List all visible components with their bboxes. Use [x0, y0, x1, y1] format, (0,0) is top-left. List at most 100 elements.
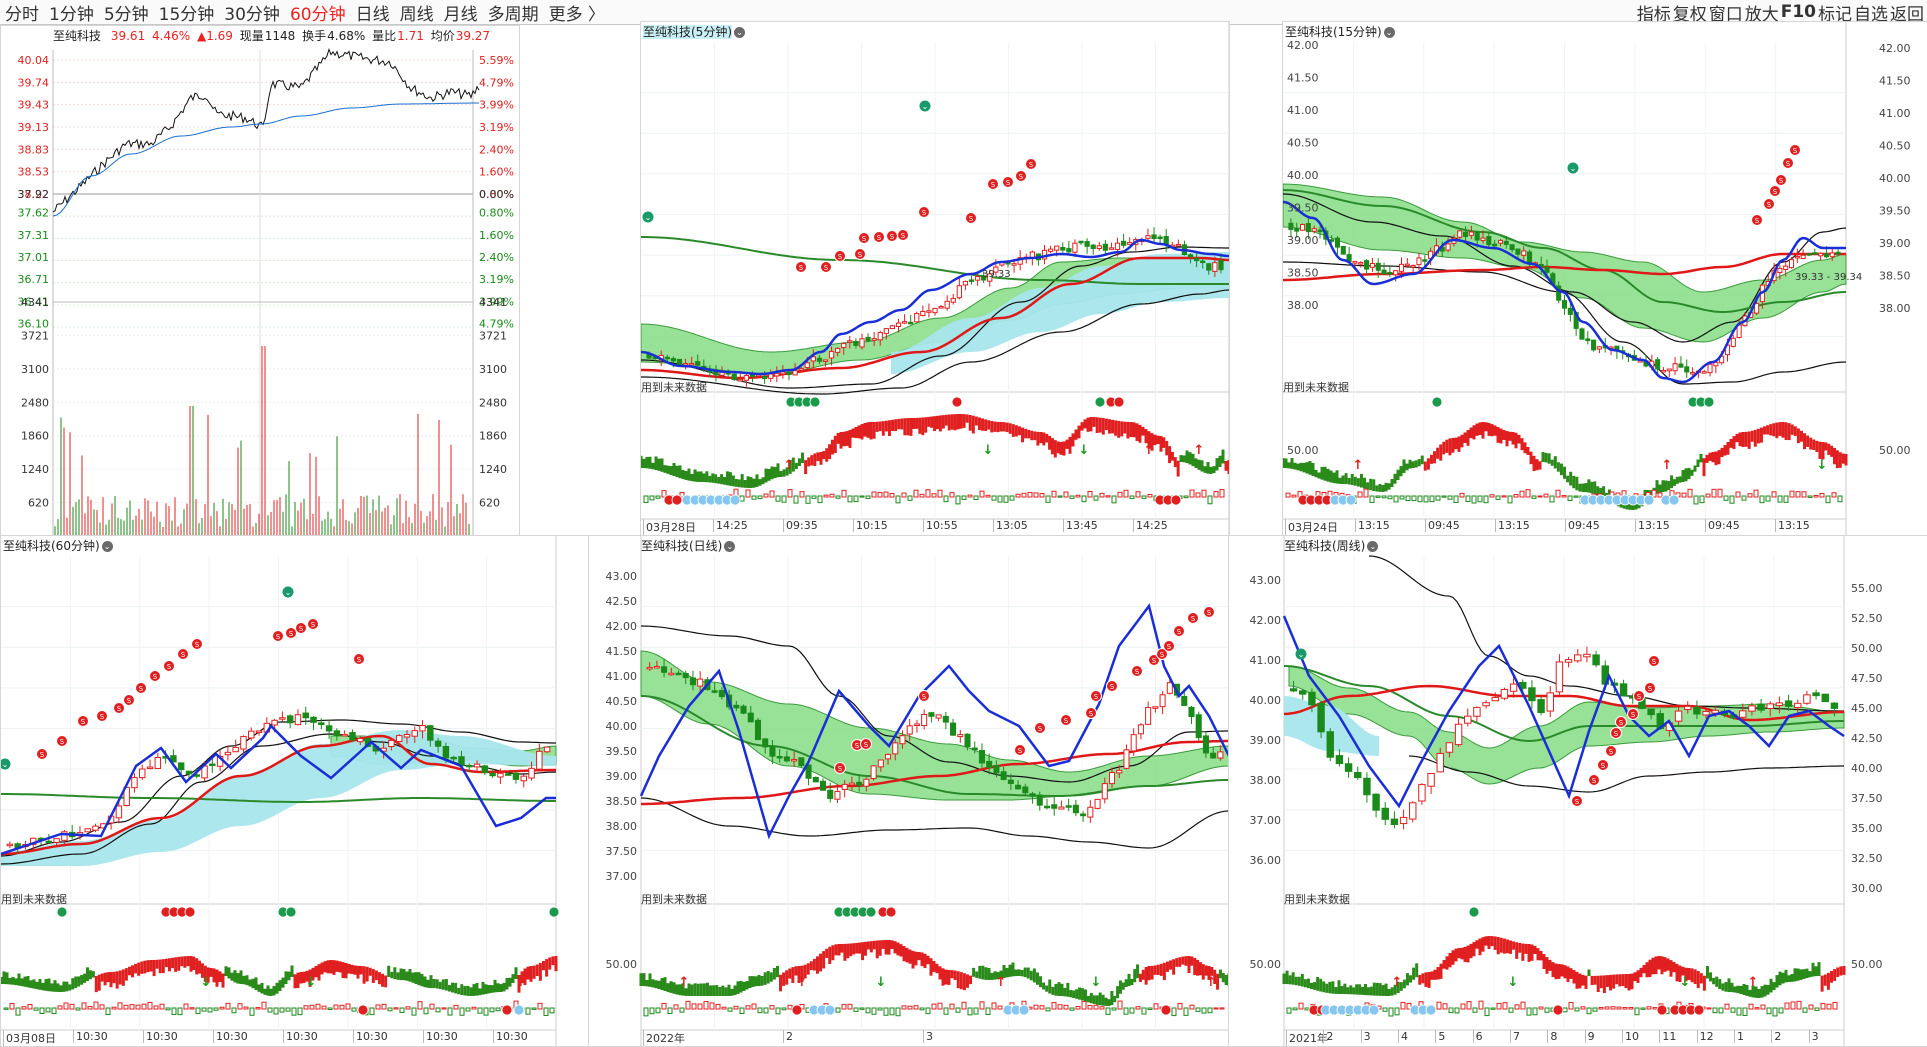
- candle-body: [1491, 696, 1499, 702]
- macd-histogram-bar: [1742, 1007, 1748, 1017]
- timeshare-panel[interactable]: 至纯科技 39.61 4.46% ▲1.69 现量1148 换手4.68% 量比…: [0, 25, 520, 537]
- signal-icon-glyph: S: [1135, 668, 1140, 676]
- signal-icon-glyph: S: [1160, 651, 1165, 659]
- candle-body: [1108, 247, 1115, 250]
- tab-8[interactable]: 月线: [443, 4, 478, 25]
- macd-histogram-bar: [889, 493, 895, 498]
- toolbar-action-5[interactable]: 标记: [1818, 4, 1852, 25]
- candle-body: [1678, 363, 1684, 368]
- macd-histogram-bar: [799, 491, 805, 498]
- toolbar-action-2[interactable]: 窗口: [1708, 4, 1743, 25]
- chevron-down-icon[interactable]: ⌄: [1367, 541, 1379, 552]
- macd-histogram-bar: [871, 491, 877, 498]
- candle-body: [682, 672, 689, 679]
- candle-body: [1393, 270, 1399, 276]
- signal-icon-glyph: S: [1614, 730, 1619, 738]
- macd-histogram-bar: [751, 495, 757, 500]
- macd-tag-icon: [824, 1004, 836, 1016]
- macd-histogram-bar: [1436, 1001, 1442, 1010]
- vol-tick: 1240: [479, 463, 507, 476]
- ma-green: [1, 793, 556, 803]
- tab-7[interactable]: 周线: [399, 4, 434, 25]
- price-tick: 39.00: [606, 770, 638, 783]
- candle-body: [743, 375, 750, 381]
- toolbar-action-3[interactable]: 放大: [1744, 4, 1779, 25]
- ma-red: [1283, 684, 1844, 722]
- macd-histogram-bar: [1141, 495, 1147, 499]
- macd-tag-icon: [1094, 396, 1106, 408]
- teal-signal-icon: [919, 100, 931, 112]
- signal-icon: [1187, 612, 1199, 624]
- macd-histogram-bar: [1039, 493, 1045, 498]
- macd-histogram-bar: [883, 491, 889, 498]
- macd-histogram-bar: [1736, 1007, 1742, 1016]
- candle-body: [1072, 242, 1078, 253]
- down-arrow-icon: ↓: [876, 975, 887, 990]
- macd-histogram-bar: [201, 1007, 207, 1012]
- tab-2[interactable]: 5分钟: [103, 4, 149, 25]
- up-arrow-icon: ↑: [516, 975, 527, 990]
- macd-histogram-bar: [1825, 495, 1831, 504]
- tab-10[interactable]: 更多 〉: [548, 4, 605, 25]
- macd-histogram-bar: [543, 1007, 549, 1016]
- tab-0[interactable]: 分时: [5, 4, 39, 25]
- candle-body: [993, 266, 999, 273]
- price-tick: 32.50: [1851, 852, 1883, 865]
- macd-histogram-bar: [1129, 495, 1135, 500]
- signal-icon: [1131, 665, 1143, 677]
- toolbar-action-7[interactable]: 返回: [1890, 4, 1924, 25]
- chevron-down-icon[interactable]: ⌄: [734, 27, 745, 38]
- boll-line: [1283, 193, 1847, 343]
- candle-body: [1364, 260, 1370, 270]
- chevron-down-icon[interactable]: ⌄: [724, 541, 736, 552]
- avg-label: 均价: [430, 29, 455, 43]
- signal-icon: [897, 229, 909, 241]
- candle-body: [388, 739, 395, 748]
- candle-body: [271, 719, 278, 726]
- panel-60min[interactable]: 至纯科技(60分钟) ⌄ S S S S S S S S S S S S S S S S ⌄ ⌄ ↓ ↓ ↑ 用到未来数据…: [0, 535, 590, 1047]
- macd-histogram-bar: [1394, 1007, 1400, 1016]
- tab-5[interactable]: 60分钟: [289, 4, 346, 25]
- signal-icon-glyph: S: [890, 233, 895, 241]
- tab-6[interactable]: 日线: [355, 4, 390, 25]
- toolbar-action-6[interactable]: 自选: [1854, 4, 1888, 25]
- macd-histogram-bar: [757, 1007, 763, 1014]
- panel-weekly[interactable]: 至纯科技(周线) ⌄ S S S S S S S S S S ⌄ ↑ ↑ ↓ ↑ ↓ ↑ 43.00 42.00 41.…: [1228, 535, 1927, 1047]
- panel-daily[interactable]: 至纯科技(日线)⌄ SSSSSSSSSSSSSSSSS⌄↑↑↓↑↓↓↑43.00…: [588, 535, 1230, 1047]
- ma-red: [641, 256, 1229, 380]
- signal-icon: [1763, 198, 1775, 210]
- tab-4[interactable]: 30分钟: [224, 4, 280, 25]
- macd-histogram-bar: [1435, 495, 1441, 501]
- panel-15min[interactable]: 至纯科技(15分钟) ⌄ S S S S S S ⌄ ↑ ↑ ↓ 42.00 41.50 41.00 40.…: [1282, 21, 1927, 537]
- candle-body: [1334, 237, 1341, 248]
- panel-5min[interactable]: 至纯科技(5分钟) ⌄ S S S S S S S S S S S S S S ⌄ ⌄ ↑ ↓ ↓ ↑ ↑ 39.33 用到…: [640, 21, 1230, 537]
- macd-histogram-bar: [1759, 495, 1765, 504]
- macd-histogram-bar: [847, 1003, 853, 1010]
- toolbar-action-1[interactable]: 复权: [1672, 4, 1707, 25]
- signal-icon: [1014, 744, 1026, 756]
- macd-histogram-bar: [129, 1004, 135, 1010]
- toolbar-action-4[interactable]: F10: [1780, 2, 1816, 22]
- candle-body: [1137, 724, 1144, 735]
- macd-histogram-bar: [1562, 1007, 1568, 1013]
- macd-histogram-bar: [51, 1007, 57, 1015]
- candle-body: [957, 734, 964, 738]
- candle-body: [1794, 255, 1800, 259]
- macd-histogram-bar: [1508, 1007, 1514, 1013]
- pct-tick: 0.00%: [479, 188, 514, 201]
- tab-9[interactable]: 多周期: [487, 4, 539, 25]
- candle-body: [318, 722, 325, 726]
- signal-icon: [1751, 214, 1763, 226]
- boll-line: [640, 625, 1229, 783]
- toolbar-action-0[interactable]: 指标: [1636, 4, 1671, 25]
- chevron-down-icon[interactable]: ⌄: [101, 541, 113, 552]
- chevron-down-icon[interactable]: ⌄: [1383, 27, 1395, 38]
- tab-1[interactable]: 1分钟: [49, 4, 94, 25]
- candle-body: [1188, 706, 1195, 718]
- down-arrow-icon: ↓: [983, 443, 994, 458]
- candle-body: [1022, 786, 1029, 794]
- tab-3[interactable]: 15分钟: [158, 4, 215, 25]
- macd-tag-icon: [951, 396, 963, 408]
- candle-body: [733, 704, 740, 709]
- macd-histogram-bar: [751, 1003, 757, 1010]
